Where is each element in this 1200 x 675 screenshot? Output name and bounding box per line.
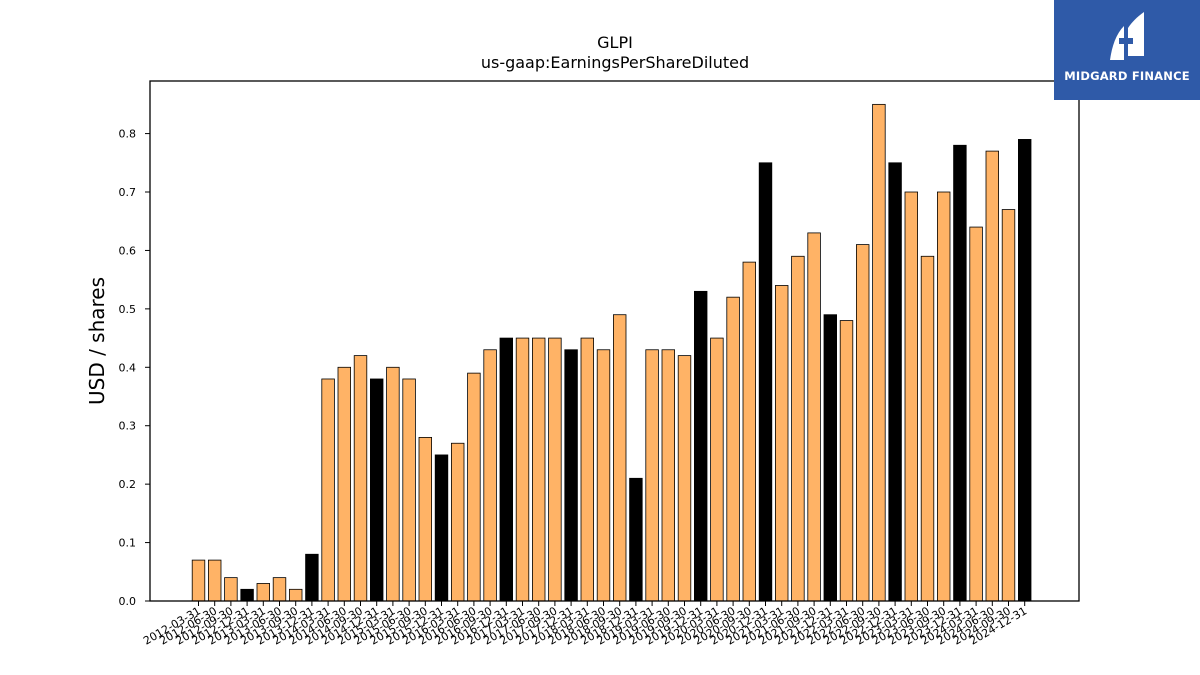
bar-2020-09-30: [742, 261, 757, 602]
bar-2019-12-31: [694, 290, 708, 602]
y-tick-label: 0.4: [119, 361, 137, 374]
chart-title: GLPI: [597, 33, 633, 52]
bar-2021-03-31: [775, 285, 789, 602]
bar-2023-06-30: [920, 255, 935, 602]
bar-2017-09-30: [548, 337, 562, 602]
bar-2024-09-30: [1001, 209, 1016, 602]
bar-2012-03-31: [191, 559, 206, 602]
bar-2018-09-30: [613, 314, 627, 602]
bar-2020-03-31: [710, 337, 724, 602]
x-axis: 2012-03-312012-06-302012-09-302012-12-31…: [141, 601, 1029, 648]
bar-2024-12-31: [1018, 139, 1032, 602]
bar-2018-03-31: [580, 337, 595, 602]
bar-2016-09-30: [483, 349, 497, 602]
y-tick-label: 0.3: [119, 420, 137, 433]
bar-2017-06-30: [532, 337, 546, 602]
bar-2012-09-30: [224, 577, 238, 602]
bar-2018-12-31: [629, 477, 643, 602]
bar-2023-09-30: [937, 191, 951, 602]
bar-2022-06-30: [856, 244, 870, 602]
bar-2013-06-30: [272, 577, 287, 602]
bar-2021-06-30: [791, 255, 805, 602]
bar-2015-03-31: [386, 366, 400, 602]
logo-text: MIDGARD FINANCE: [1064, 69, 1190, 83]
bar-2017-12-31: [564, 349, 578, 602]
bar-2021-09-30: [807, 232, 821, 602]
bar-2013-09-30: [288, 588, 303, 602]
bar-2024-03-31: [969, 226, 983, 602]
y-tick-label: 0.5: [119, 303, 137, 316]
bars-group: [191, 103, 1032, 602]
midgard-logo-icon: [1110, 12, 1144, 60]
bar-2017-03-31: [515, 337, 530, 602]
bar-2016-12-31: [499, 337, 514, 602]
bar-2012-12-31: [240, 588, 254, 602]
bar-2020-06-30: [726, 296, 740, 602]
bar-2012-06-30: [207, 559, 222, 602]
bar-2014-03-31: [321, 378, 335, 602]
bar-2015-06-30: [402, 378, 416, 602]
bar-2015-09-30: [418, 436, 433, 602]
bar-2022-09-30: [872, 103, 886, 602]
bar-2019-06-30: [661, 349, 676, 602]
bar-2014-09-30: [353, 355, 368, 602]
bar-2022-12-31: [888, 162, 902, 602]
bar-2022-03-31: [839, 320, 854, 602]
bar-2016-03-31: [450, 442, 465, 602]
y-tick-label: 0.1: [119, 537, 137, 550]
bar-2019-09-30: [677, 355, 692, 602]
y-tick-label: 0.0: [119, 595, 137, 608]
bar-2018-06-30: [596, 349, 611, 602]
y-tick-label: 0.2: [119, 478, 137, 491]
bar-2019-03-31: [645, 349, 659, 602]
bar-2013-12-31: [305, 553, 319, 602]
bar-2023-03-31: [904, 191, 919, 602]
bar-2015-12-31: [434, 454, 449, 602]
y-axis-label: USD / shares: [85, 277, 109, 405]
y-tick-label: 0.7: [119, 186, 137, 199]
bar-2016-06-30: [467, 372, 481, 602]
bar-2021-12-31: [823, 314, 838, 602]
bar-2023-12-31: [953, 144, 967, 602]
midgard-logo: MIDGARD FINANCE: [1054, 0, 1200, 100]
bar-2013-03-31: [256, 583, 271, 602]
bar-2024-06-30: [985, 150, 1000, 602]
plot-frame: [149, 80, 1080, 602]
bar-2014-06-30: [337, 366, 352, 602]
y-axis: 0.0 0.1 0.2 0.3 0.4 0.5 0.6 0.7 0.8: [119, 128, 150, 608]
bar-2014-12-31: [369, 378, 384, 602]
bar-2020-12-31: [758, 162, 773, 602]
y-tick-label: 0.6: [119, 244, 137, 257]
y-tick-label: 0.8: [119, 128, 137, 141]
chart-subtitle: us-gaap:EarningsPerShareDiluted: [481, 53, 749, 72]
